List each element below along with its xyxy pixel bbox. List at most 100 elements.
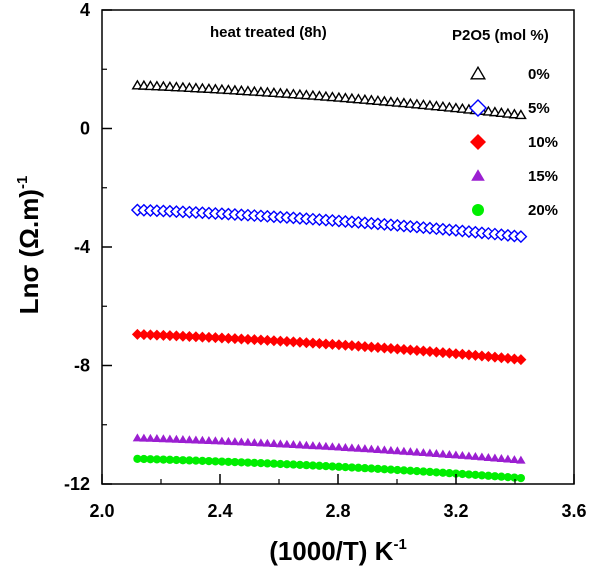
data-point	[378, 342, 390, 354]
data-point	[463, 349, 475, 361]
data-point	[190, 82, 202, 93]
data-point	[438, 449, 448, 458]
legend: 0% 5% 10% 15% 20%	[469, 65, 558, 219]
data-point	[164, 80, 176, 92]
legend-marker	[471, 169, 485, 181]
data-point	[450, 348, 462, 360]
data-point	[183, 81, 196, 92]
data-point	[352, 93, 365, 104]
data-point	[430, 346, 442, 358]
data-point	[417, 345, 429, 357]
data-point	[295, 440, 305, 449]
data-point	[314, 441, 325, 450]
y-axis-title-sup: -1	[14, 176, 31, 189]
legend-marker	[472, 204, 484, 216]
x-axis-title: (1000/T) K-1	[269, 536, 407, 566]
data-point	[352, 340, 364, 352]
data-point	[256, 459, 266, 468]
data-point	[458, 469, 467, 479]
data-point	[326, 91, 339, 102]
data-point	[334, 462, 344, 471]
data-point	[276, 459, 285, 469]
data-point	[300, 337, 312, 349]
data-point	[469, 349, 481, 361]
data-point	[170, 81, 183, 92]
data-point	[406, 466, 415, 475]
data-point	[261, 334, 273, 346]
data-point	[445, 469, 454, 478]
data-point	[477, 452, 487, 461]
data-point	[320, 90, 332, 101]
data-point	[294, 336, 306, 348]
data-point	[287, 88, 300, 99]
legend-label: 0%	[528, 66, 550, 83]
data-point	[450, 102, 462, 113]
data-point	[393, 465, 402, 475]
legend-label: 10%	[528, 134, 558, 151]
data-point	[235, 84, 248, 95]
data-point	[157, 80, 170, 91]
data-point	[379, 445, 390, 454]
y-tick-label: -4	[74, 237, 90, 257]
data-point	[210, 436, 221, 445]
y-tick-label: 4	[80, 0, 90, 20]
data-point	[490, 453, 500, 462]
data-point	[424, 346, 436, 358]
data-point	[503, 454, 513, 463]
data-point	[196, 331, 208, 343]
data-point	[398, 97, 410, 108]
data-point	[190, 331, 202, 343]
data-point	[457, 450, 468, 459]
data-point	[464, 451, 474, 460]
data-point	[321, 461, 331, 471]
data-point	[249, 438, 260, 447]
data-point	[138, 79, 150, 90]
data-point	[274, 335, 286, 347]
x-axis-title-main: (1000/T) K	[269, 536, 393, 566]
x-axis-ticks: 2.0 2.4 2.8 3.2 3.6	[89, 474, 587, 521]
data-point	[178, 456, 188, 465]
data-point	[495, 352, 507, 364]
data-point	[510, 473, 519, 482]
data-point	[295, 460, 305, 469]
data-point	[366, 444, 377, 453]
data-point	[386, 465, 396, 474]
data-point	[275, 439, 286, 448]
data-point	[444, 449, 455, 458]
data-point	[281, 87, 293, 98]
data-point	[197, 435, 208, 444]
data-point	[203, 331, 215, 343]
data-point	[373, 464, 383, 473]
data-point	[164, 330, 176, 342]
data-point	[217, 436, 227, 445]
data-point	[353, 443, 364, 452]
data-point	[328, 462, 337, 471]
x-tick-label: 2.4	[207, 501, 232, 521]
data-point	[333, 91, 345, 102]
data-point	[430, 100, 443, 111]
data-point	[282, 439, 292, 448]
series-0	[131, 79, 527, 120]
data-point	[470, 451, 481, 460]
data-point	[508, 108, 521, 119]
data-point	[243, 437, 253, 446]
data-point	[308, 461, 318, 470]
data-point	[211, 457, 220, 466]
data-point	[196, 82, 209, 93]
data-point	[146, 455, 155, 464]
data-point	[132, 433, 143, 442]
y-axis-title: Lnσ (Ω.m)-1	[14, 176, 44, 315]
data-point	[172, 455, 181, 465]
data-point	[209, 83, 222, 94]
data-point	[224, 457, 233, 466]
data-point	[255, 334, 267, 346]
data-point	[508, 353, 520, 365]
data-point	[269, 439, 279, 447]
data-point	[139, 433, 149, 442]
data-point	[425, 467, 435, 477]
data-point	[177, 81, 189, 92]
data-point	[490, 472, 500, 481]
data-point	[451, 450, 461, 459]
plot-area	[130, 79, 528, 483]
data-point	[184, 435, 195, 444]
